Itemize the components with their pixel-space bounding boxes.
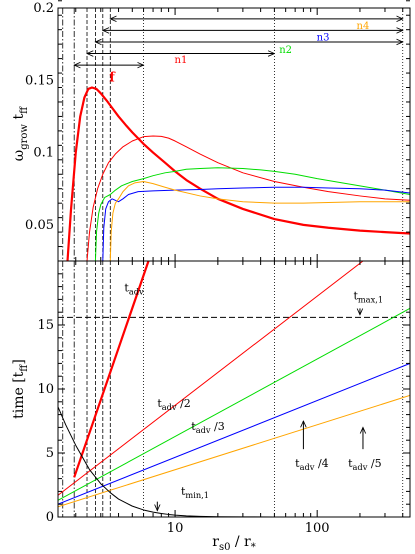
top-series-n4: [109, 180, 410, 261]
top-ytick-label: 0.2: [33, 1, 54, 16]
bottom-series-t-adv-3: [58, 307, 410, 501]
label-tadv-5: tadv /5: [348, 457, 382, 472]
bottom-xtick-label: 10: [167, 521, 184, 536]
range-label-f: f: [109, 71, 116, 86]
bottom-series-t-adv-f: [73, 261, 150, 478]
x-axis-label: rs0 / r*: [212, 534, 256, 553]
range-label-n3: n3: [317, 33, 330, 44]
top-annotations: f n1 n2 n3 n4: [74, 19, 403, 86]
label-tadv: tadv: [124, 282, 144, 297]
label-tmin-1: tmin,1: [181, 485, 209, 500]
bottom-series-t-adv-5: [58, 394, 410, 508]
bottom-ytick-label: 0: [46, 510, 54, 525]
range-label-n4: n4: [357, 21, 370, 32]
label-tadv-3: tadv /3: [191, 420, 225, 435]
top-series-n2: [94, 167, 410, 261]
bottom-series-t-adv-2: [58, 261, 364, 496]
top-axes-ticks: 0.05 0.1 0.15 0.2: [25, 0, 410, 262]
range-label-n1: n1: [175, 55, 188, 66]
top-ytick-label: 0.1: [33, 146, 54, 161]
bottom-y-axis-label: time [tff]: [11, 359, 30, 419]
top-axes-frame: [57, 7, 411, 262]
top-series-n3: [102, 186, 410, 261]
top-plot-area: [62, 8, 410, 261]
bottom-ytick-label: 5: [46, 446, 54, 461]
top-y-axis-label: ωgrow tff: [11, 106, 30, 161]
bottom-xtick-label: 100: [305, 521, 330, 536]
bottom-series-t-adv-4: [58, 362, 410, 505]
top-ytick-label: 0.15: [25, 73, 54, 88]
top-ytick-label: 0.05: [25, 218, 54, 233]
bottom-axes-ticks: 0 5 10 15 10 100: [37, 260, 410, 536]
label-tadv-2: tadv /2: [157, 397, 191, 412]
bottom-ytick-label: 15: [37, 318, 54, 333]
top-series-f: [66, 86, 410, 261]
top-series-n1: [86, 135, 410, 261]
label-tadv-4: tadv /4: [295, 457, 329, 472]
top-panel-growth-rate: f n1 n2 n3 n4 0.05 0.1 0.15 0.2 ωgrow tff: [11, 0, 411, 262]
bottom-ytick-label: 10: [37, 382, 54, 397]
range-label-n2: n2: [279, 45, 292, 56]
label-tmax-1: tmax,1: [353, 289, 383, 304]
